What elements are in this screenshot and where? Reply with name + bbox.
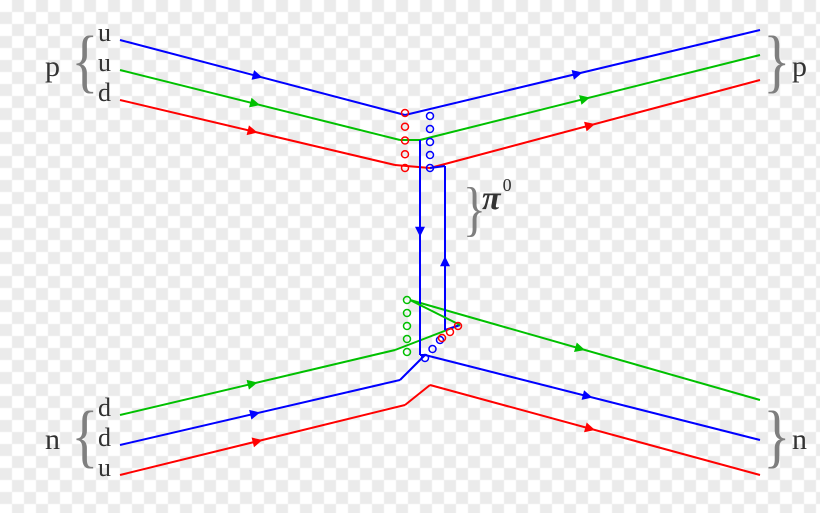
label-quark-u-n: u bbox=[98, 453, 111, 483]
brace-neutron-right: } bbox=[763, 397, 790, 477]
label-quark-d-p: d bbox=[98, 78, 111, 108]
label-proton-right: p bbox=[792, 50, 807, 84]
brace-neutron-left: { bbox=[71, 397, 98, 477]
label-pion: π0 bbox=[482, 180, 510, 218]
pion-superscript: 0 bbox=[503, 175, 512, 195]
feynman-diagram bbox=[0, 0, 820, 513]
label-neutron-left: n bbox=[45, 423, 60, 457]
pion-symbol: π bbox=[482, 180, 501, 217]
label-quark-u2-p: u bbox=[98, 48, 111, 78]
label-quark-u1-p: u bbox=[98, 18, 111, 48]
label-quark-d1-n: d bbox=[98, 393, 111, 423]
label-proton-left: p bbox=[45, 50, 60, 84]
label-neutron-right: n bbox=[792, 423, 807, 457]
brace-proton-right: } bbox=[763, 22, 790, 102]
brace-proton-left: { bbox=[71, 22, 98, 102]
label-quark-d2-n: d bbox=[98, 423, 111, 453]
